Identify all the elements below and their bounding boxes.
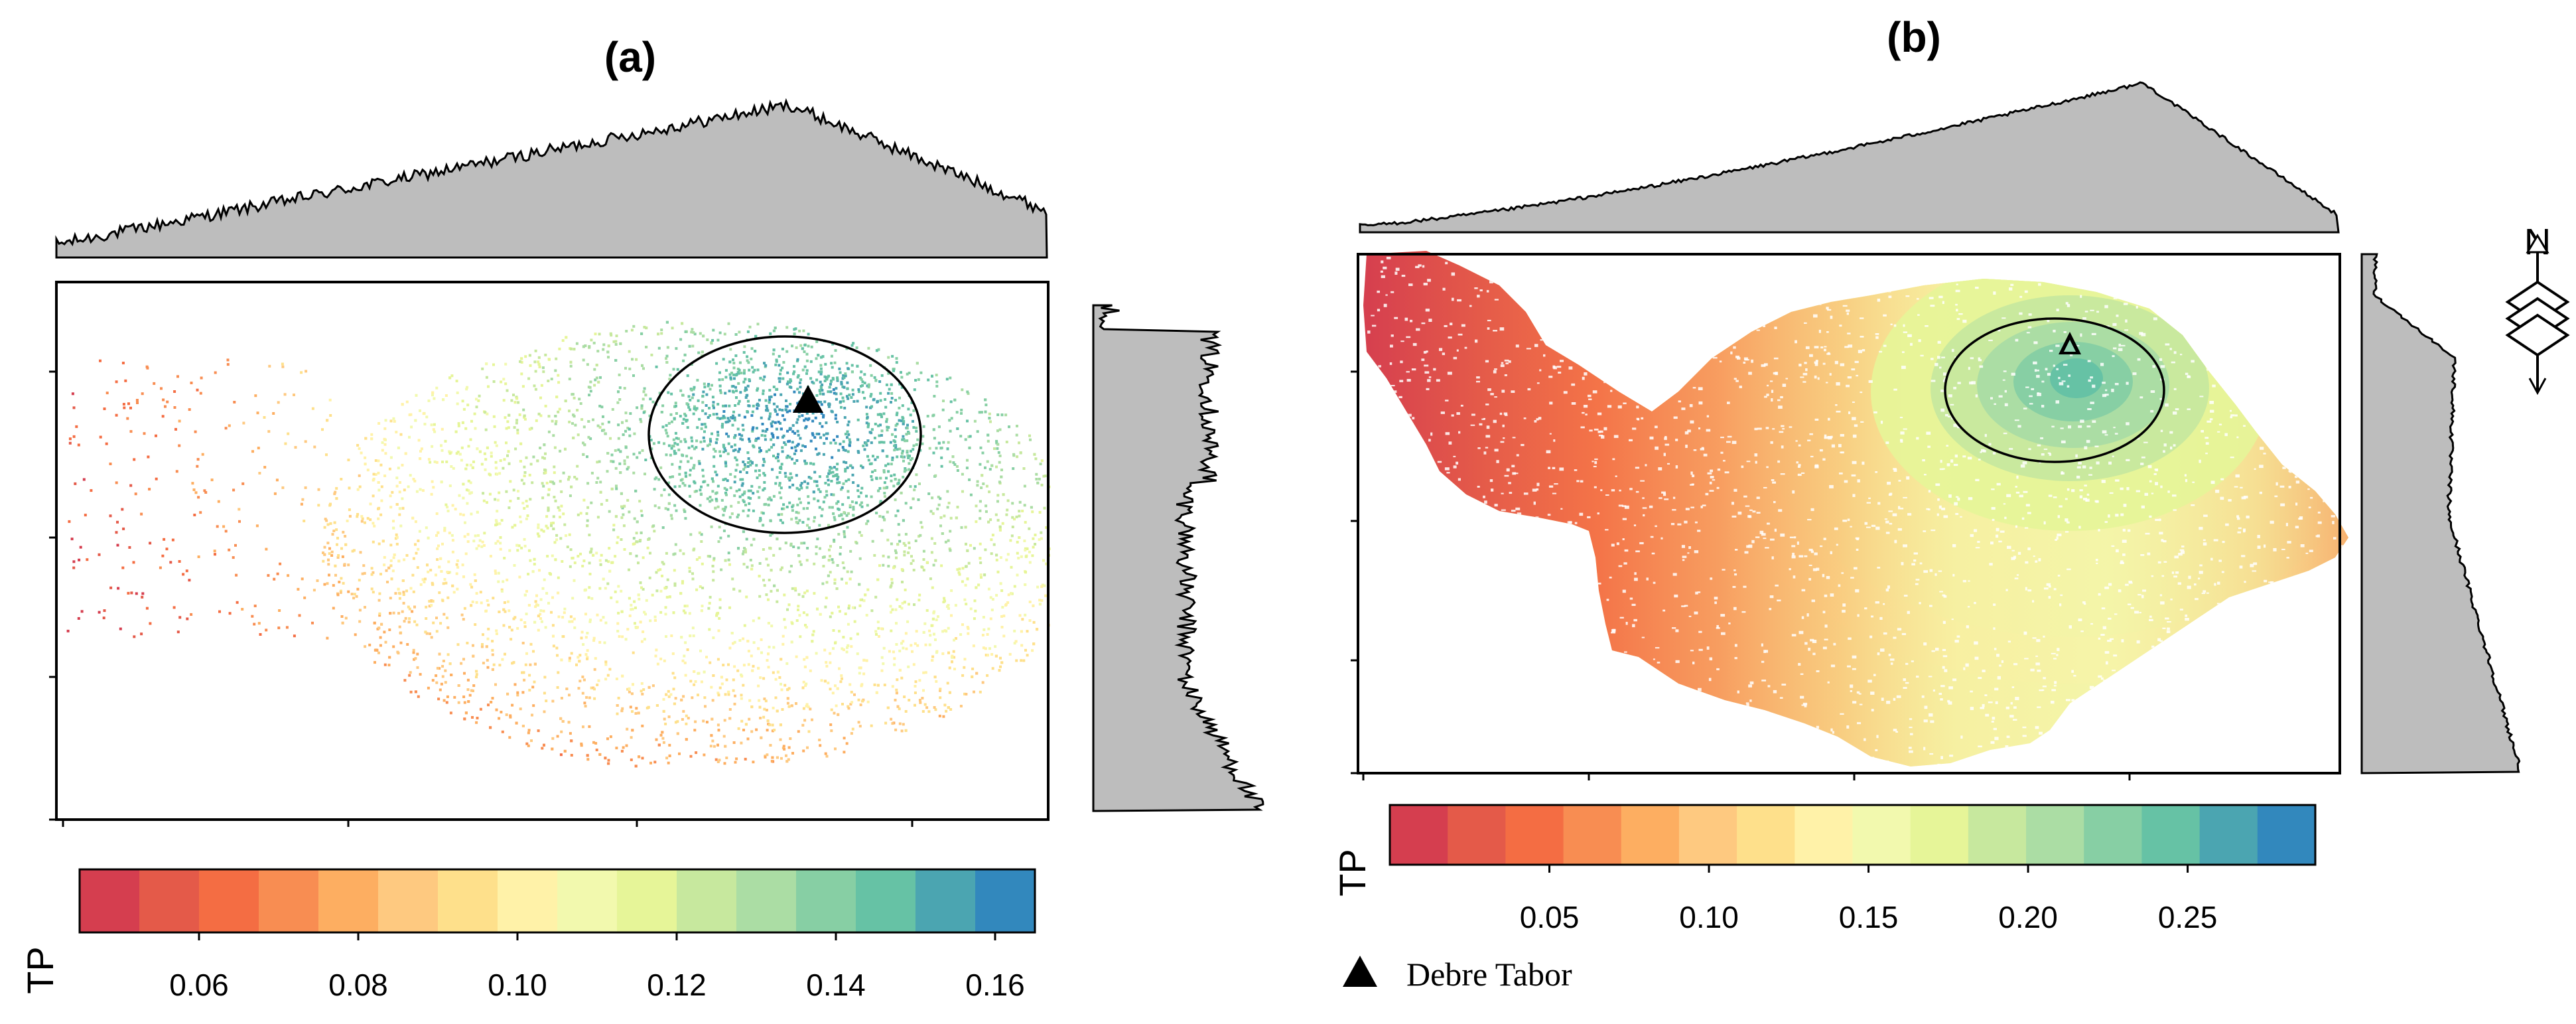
legend-border <box>78 868 1036 934</box>
legend-swatch <box>1737 805 1795 865</box>
legend-swatch <box>1621 805 1680 865</box>
legend-tick-label: 0.15 <box>1839 900 1899 934</box>
panel-b-color-legend <box>1389 804 2317 866</box>
marker-legend-label: Debre Tabor <box>1406 956 1572 993</box>
legend-tick-label: 0.25 <box>2158 900 2218 934</box>
panel-a-highlight-ellipse <box>647 335 922 534</box>
panel-a: (a) TP 0.06 0.08 0.10 0.12 0.14 0.16 <box>19 33 1264 1002</box>
legend-swatch <box>796 869 856 932</box>
panel-b-legend-title: TP <box>1331 849 1373 897</box>
legend-swatch <box>2084 805 2142 865</box>
legend-tick-label: 0.05 <box>1520 900 1580 934</box>
legend-tick-label: 0.06 <box>169 968 229 1002</box>
legend-tick-label: 0.12 <box>647 968 707 1002</box>
legend-swatch <box>915 869 976 932</box>
legend-swatch <box>1968 805 2027 865</box>
panel-b-top-profile <box>1359 81 2340 234</box>
legend-swatch <box>378 869 439 932</box>
legend-swatch <box>557 869 618 932</box>
legend-swatch <box>318 869 379 932</box>
legend-swatch <box>856 869 916 932</box>
legend-swatch <box>80 869 140 932</box>
panel-b-legend-tick-labels: 0.05 0.10 0.15 0.20 0.25 <box>1520 865 2218 934</box>
legend-swatch <box>1505 805 1564 865</box>
panel-a-title: (a) <box>604 33 656 81</box>
legend-swatch <box>1910 805 1969 865</box>
legend-swatch <box>677 869 737 932</box>
legend-swatch <box>2026 805 2084 865</box>
panel-a-right-profile <box>1092 304 1264 812</box>
panel-a-map-frame <box>55 281 1050 821</box>
legend-swatch <box>975 869 1036 932</box>
legend-swatch <box>2257 805 2316 865</box>
panel-a-tp-points <box>66 321 1051 768</box>
legend-swatch <box>199 869 259 932</box>
legend-swatch <box>1678 805 1737 865</box>
legend-swatch <box>438 869 498 932</box>
legend-swatch <box>139 869 200 932</box>
legend-swatch <box>2199 805 2258 865</box>
legend-swatch <box>1448 805 1506 865</box>
panel-a-legend-title: TP <box>19 946 61 994</box>
panel-b-highlight-ellipse <box>1944 317 2165 463</box>
legend-swatch <box>1390 805 1448 865</box>
legend-tick-label: 0.20 <box>1998 900 2058 934</box>
legend-tick-label: 0.08 <box>328 968 388 1002</box>
legend-swatch <box>1563 805 1622 865</box>
legend-tick-label: 0.10 <box>488 968 547 1002</box>
legend-tick-label: 0.14 <box>806 968 866 1002</box>
legend-swatch <box>498 869 558 932</box>
legend-swatch <box>1852 805 1911 865</box>
panel-b: (b) <box>1331 13 2570 993</box>
marker-legend-triangle <box>1343 956 1377 987</box>
legend-swatch <box>617 869 677 932</box>
panel-b-axis-ticks <box>1351 370 2131 780</box>
marker-legend: Debre Tabor <box>1343 956 1572 993</box>
panel-a-legend-tick-labels: 0.06 0.08 0.10 0.12 0.14 0.16 <box>169 932 1025 1002</box>
panel-a-axis-ticks <box>49 370 914 827</box>
legend-swatch <box>2141 805 2201 865</box>
legend-swatch <box>259 869 319 932</box>
legend-tick-label: 0.16 <box>965 968 1025 1002</box>
north-arrow: N <box>2505 221 2570 396</box>
legend-swatch <box>736 869 797 932</box>
legend-tick-label: 0.10 <box>1679 900 1739 934</box>
panel-b-title: (b) <box>1887 13 1941 61</box>
panel-a-top-profile <box>55 98 1048 259</box>
panel-a-debre-tabor-marker <box>793 385 823 413</box>
legend-swatch <box>1795 805 1853 865</box>
panel-a-color-legend <box>78 868 1036 934</box>
panel-b-right-profile <box>2360 253 2521 774</box>
legend-border <box>1389 804 2317 866</box>
panel-b-map-frame <box>1357 253 2341 774</box>
